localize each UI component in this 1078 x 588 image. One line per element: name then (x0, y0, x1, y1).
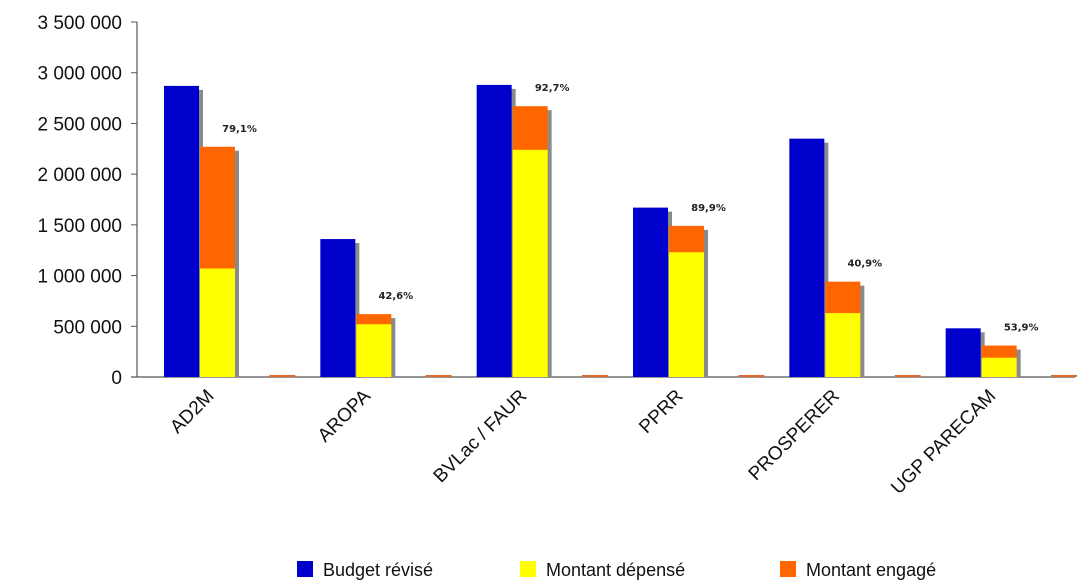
legend-swatch (520, 561, 536, 577)
x-tick-label: PPRR (635, 386, 687, 438)
y-tick-label: 1 500 000 (37, 216, 122, 237)
legend-label: Montant dépensé (546, 560, 685, 580)
percent-annotation: 42,6% (378, 291, 413, 302)
x-tick-label: AD2M (166, 386, 218, 438)
y-tick-label: 500 000 (53, 317, 122, 338)
bar-budget-revise (164, 85, 199, 378)
y-tick-label: 3 000 000 (37, 64, 122, 85)
x-tick-label: UGP PARECAM (887, 386, 1000, 499)
bar-stub (894, 375, 921, 377)
legend-swatch (297, 561, 313, 577)
legend-swatch (780, 561, 796, 577)
bar-montant-depense (669, 252, 704, 377)
percent-annotation: 89,9% (691, 203, 726, 214)
percent-annotation: 53,9% (1004, 323, 1039, 334)
y-tick-label: 2 000 000 (37, 165, 122, 186)
x-tick-label: PROSPERER (745, 386, 844, 485)
percent-annotation: 79,1% (222, 124, 257, 135)
bar-budget-revise (633, 207, 668, 377)
y-tick-label: 2 500 000 (37, 114, 122, 135)
legend-label: Budget révisé (323, 560, 433, 580)
bar-stub (425, 375, 452, 377)
bar-montant-depense (512, 149, 548, 377)
bar-stub (738, 375, 765, 377)
bar-stub (582, 375, 608, 377)
percent-annotation: 92,7% (535, 83, 570, 94)
y-tick-label: 3 500 000 (37, 13, 122, 34)
x-tick-label: AROPA (314, 385, 375, 446)
bar-budget-revise (476, 84, 512, 377)
bar-budget-revise (789, 138, 825, 377)
bar-stub (1051, 375, 1077, 377)
bar-montant-depense (825, 313, 861, 377)
bar-montant-depense (981, 357, 1017, 377)
x-tick-label: BVLac / FAUR (430, 386, 531, 487)
percent-annotation: 40,9% (847, 259, 882, 270)
y-tick-label: 1 000 000 (37, 267, 122, 288)
bar-montant-depense (356, 324, 392, 377)
bar-budget-revise (320, 239, 356, 377)
legend-label: Montant engagé (806, 560, 936, 580)
y-tick-label: 0 (111, 368, 122, 389)
bar-montant-depense (200, 268, 235, 377)
bar-stub (269, 375, 296, 377)
bar-budget-revise (945, 328, 981, 377)
